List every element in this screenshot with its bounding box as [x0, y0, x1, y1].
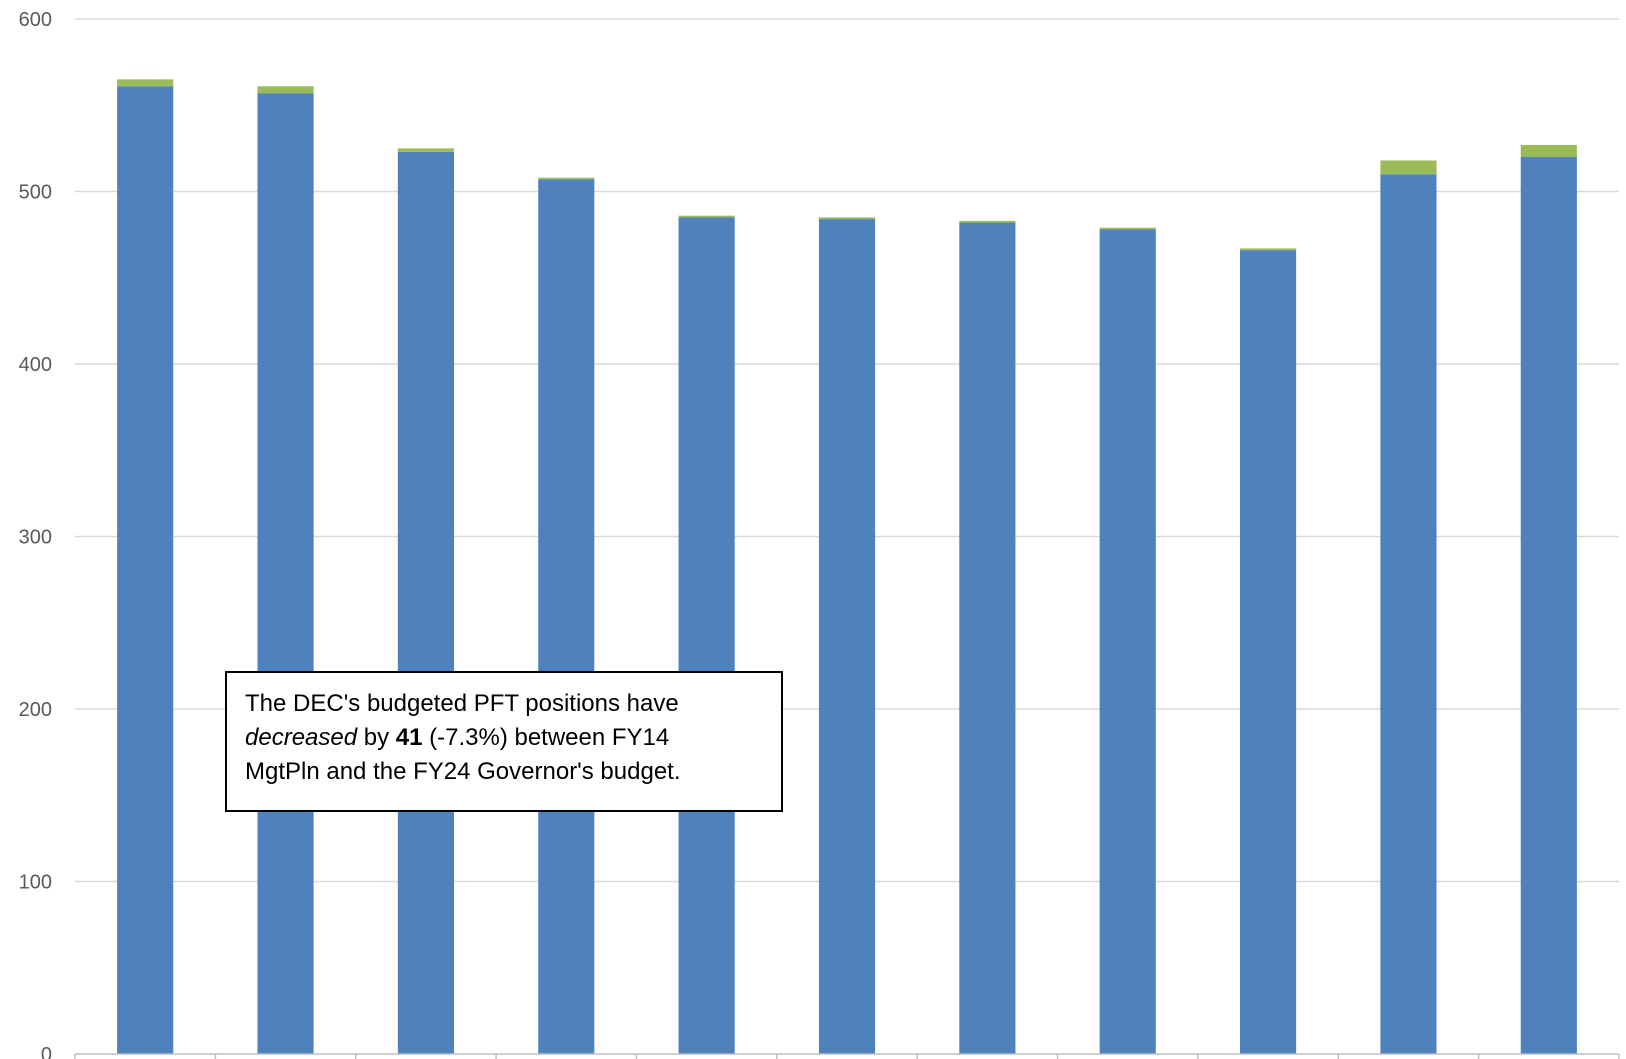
bar-segment-secondary	[1520, 144, 1577, 157]
y-tick-label: 300	[19, 527, 52, 549]
bar-segment-primary	[1520, 157, 1577, 1054]
bar-segment-secondary	[397, 148, 454, 152]
annotation-line-1: The DEC's budgeted PFT positions have	[245, 690, 679, 717]
annotation-box: The DEC's budgeted PFT positions have de…	[225, 671, 783, 812]
bar-segment-secondary	[1380, 160, 1437, 175]
bar-segment-primary	[1380, 174, 1437, 1054]
bar-segment-secondary	[538, 177, 595, 180]
bar-segment-primary	[818, 219, 876, 1055]
annotation-amount: 41	[395, 724, 423, 751]
y-tick-label: 500	[19, 182, 52, 204]
annotation-by: by	[357, 724, 396, 751]
bar-segment-secondary	[257, 86, 314, 94]
bar-segment-primary	[678, 217, 735, 1054]
bar-segment-secondary	[818, 217, 876, 220]
bar-segment-secondary	[1240, 248, 1297, 251]
annotation-emphasis: decreased	[245, 724, 358, 751]
annotation-rest: (-7.3%) between FY14	[422, 724, 670, 751]
bar-segment-primary	[959, 222, 1016, 1055]
bar-segment-primary	[1099, 229, 1156, 1054]
bar-segment-primary	[538, 179, 595, 1055]
x-axis	[74, 1053, 1620, 1059]
y-tick-label: 200	[19, 699, 52, 721]
bars	[117, 79, 1577, 1055]
y-tick-label: 600	[19, 9, 52, 31]
bar-segment-secondary	[678, 215, 735, 218]
bar-segment-primary	[397, 151, 454, 1054]
y-tick-label: 100	[19, 872, 52, 894]
y-tick-label: 0	[41, 1044, 52, 1059]
bar-segment-secondary	[1099, 227, 1156, 230]
bar-segment-secondary	[117, 79, 174, 87]
bar-segment-primary	[257, 93, 314, 1055]
bar-segment-primary	[1240, 250, 1297, 1054]
bar-segment-secondary	[959, 220, 1016, 223]
bar-segment-primary	[117, 86, 174, 1054]
annotation-line-3: MgtPln and the FY24 Governor's budget.	[245, 758, 681, 785]
y-axis-labels: 0 100 200 300 400 500 600	[19, 9, 52, 1059]
y-tick-label: 400	[19, 354, 52, 376]
